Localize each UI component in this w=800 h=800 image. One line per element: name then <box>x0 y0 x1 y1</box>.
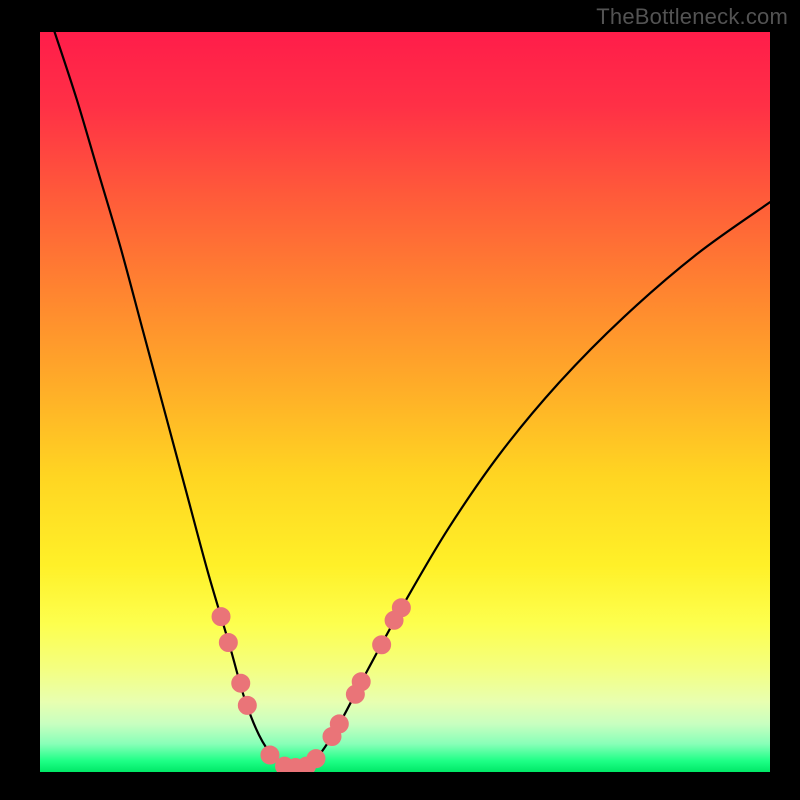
marker-point <box>261 746 279 764</box>
marker-point <box>352 673 370 691</box>
marker-point <box>219 634 237 652</box>
bottleneck-curve <box>40 32 770 772</box>
marker-point <box>307 750 325 768</box>
plot-frame <box>40 32 770 772</box>
marker-point <box>212 608 230 626</box>
marker-point <box>392 599 410 617</box>
chart-container: TheBottleneck.com <box>0 0 800 800</box>
line-series <box>55 32 770 769</box>
marker-point <box>330 715 348 733</box>
marker-point <box>232 674 250 692</box>
marker-point <box>238 696 256 714</box>
marker-point <box>373 636 391 654</box>
watermark-text: TheBottleneck.com <box>596 4 788 30</box>
